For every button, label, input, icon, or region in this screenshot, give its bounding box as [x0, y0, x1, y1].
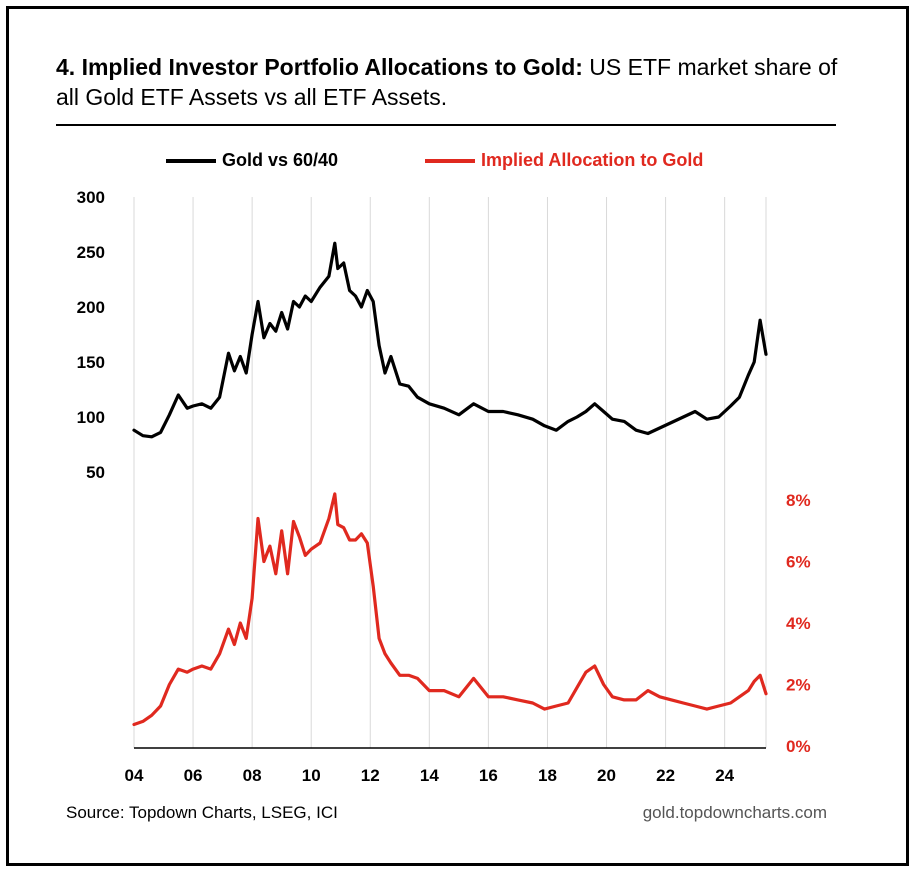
x-tick-label: 08 — [243, 766, 262, 785]
y-left-tick-label: 200 — [77, 298, 105, 317]
x-tick-label: 14 — [420, 766, 439, 785]
y-right-tick-label: 2% — [786, 676, 811, 695]
chart-title-bold: 4. Implied Investor Portfolio Allocation… — [56, 54, 583, 80]
source-note: Source: Topdown Charts, LSEG, ICI — [66, 803, 338, 822]
series-line-gold-vs-6040 — [132, 241, 768, 439]
website-note: gold.topdowncharts.com — [642, 803, 827, 822]
x-tick-label: 20 — [597, 766, 616, 785]
chart-title-rest: US ETF market share of all Gold ETF Asse… — [56, 54, 838, 110]
y-left-tick-label: 300 — [77, 188, 105, 207]
x-tick-label: 18 — [538, 766, 557, 785]
legend-label-gold: Gold vs 60/40 — [222, 150, 339, 170]
x-tick-label: 16 — [479, 766, 498, 785]
title-divider — [56, 124, 836, 126]
legend-label-allocation: Implied Allocation to Gold — [481, 150, 704, 170]
y-right-tick-label: 8% — [786, 491, 811, 510]
y-left-tick-label: 150 — [77, 353, 105, 372]
x-tick-label: 06 — [184, 766, 203, 785]
x-tick-label: 04 — [125, 766, 144, 785]
x-tick-label: 24 — [715, 766, 734, 785]
y-right-tick-label: 4% — [786, 614, 811, 633]
chart-title: 4. Implied Investor Portfolio Allocation… — [56, 52, 846, 112]
x-tick-label: 22 — [656, 766, 675, 785]
y-left-tick-label: 100 — [77, 408, 105, 427]
x-tick-label: 10 — [302, 766, 321, 785]
legend-swatch-allocation — [425, 158, 475, 163]
y-right-tick-label: 0% — [786, 737, 811, 756]
y-left-tick-label: 250 — [77, 243, 105, 262]
legend-implied-allocation: Implied Allocation to Gold — [425, 150, 703, 171]
series-line-implied-allocation — [132, 492, 768, 727]
legend-swatch-gold — [166, 158, 216, 163]
y-left-tick-label: 50 — [86, 463, 105, 482]
x-tick-label: 12 — [361, 766, 380, 785]
legend-gold-vs-6040: Gold vs 60/40 — [166, 150, 338, 171]
y-right-tick-label: 6% — [786, 553, 811, 572]
